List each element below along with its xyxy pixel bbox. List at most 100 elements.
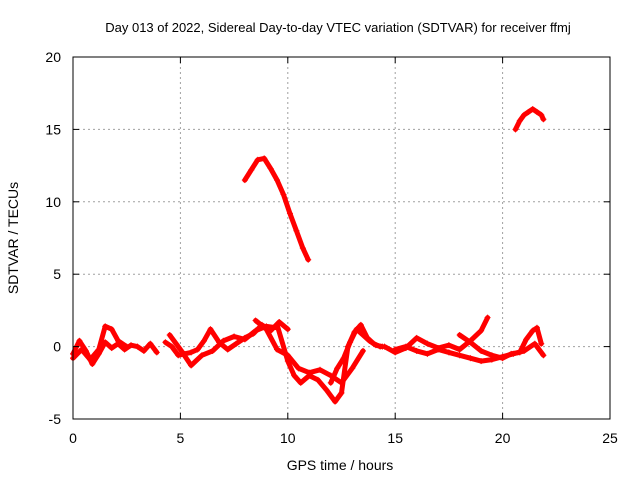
data-point	[366, 337, 373, 344]
data-point	[424, 350, 431, 357]
series-arc	[274, 321, 384, 405]
data-point	[175, 352, 182, 359]
data-point	[478, 347, 485, 354]
data-point	[95, 346, 102, 353]
data-point	[467, 339, 474, 346]
data-point	[241, 336, 248, 343]
data-point	[317, 366, 324, 373]
data-point	[353, 326, 360, 333]
data-point	[188, 349, 195, 356]
data-point	[323, 387, 330, 394]
data-point	[274, 346, 281, 353]
series-trace	[328, 326, 385, 386]
y-tick-label: 10	[45, 194, 61, 210]
data-point	[286, 210, 293, 217]
data-point	[188, 362, 195, 369]
series-trace	[70, 323, 130, 363]
axis-ticks: 0 5 10 15 20 25 -5 0 5 10 15 20	[45, 49, 618, 446]
y-tick-label: 0	[53, 339, 61, 355]
y-tick-label: 15	[45, 121, 61, 137]
data-point	[508, 350, 515, 357]
data-point	[445, 342, 452, 349]
data-point	[327, 379, 334, 386]
data-point	[284, 358, 291, 365]
data-point	[538, 111, 545, 118]
data-point	[166, 332, 173, 339]
y-tick-label: 5	[53, 266, 61, 282]
data-point	[295, 365, 302, 372]
data-point	[168, 343, 175, 350]
data-point	[424, 340, 431, 347]
data-point	[478, 327, 485, 334]
series-arc	[327, 326, 386, 386]
data-point	[340, 355, 347, 362]
data-point	[224, 346, 231, 353]
data-point	[299, 245, 306, 252]
data-point	[512, 126, 519, 133]
data-point	[359, 332, 366, 339]
data-point	[456, 352, 463, 359]
data-point	[102, 323, 109, 330]
data-point	[314, 376, 321, 383]
data-point	[523, 336, 530, 343]
series-arc	[456, 324, 545, 362]
data-point	[488, 352, 495, 359]
data-point	[359, 347, 366, 354]
data-point	[357, 321, 364, 328]
data-point	[220, 337, 227, 344]
data-point	[402, 343, 409, 350]
data-point	[478, 358, 485, 365]
x-axis-label: GPS time / hours	[287, 457, 394, 473]
data-point	[392, 346, 399, 353]
data-point	[153, 349, 160, 356]
data-point	[306, 372, 313, 379]
data-point	[381, 343, 388, 350]
data-point	[456, 332, 463, 339]
data-point	[198, 352, 205, 359]
y-tick-label: 20	[45, 49, 61, 65]
series-trace	[242, 155, 311, 263]
data-point	[293, 227, 300, 234]
data-point	[177, 346, 184, 353]
data-point	[334, 365, 341, 372]
data-point	[529, 327, 536, 334]
data-point	[297, 379, 304, 386]
data-point	[516, 117, 523, 124]
data-point	[108, 326, 115, 333]
data-point	[252, 317, 259, 324]
data-point	[499, 355, 506, 362]
data-point	[87, 356, 94, 363]
data-point	[115, 337, 122, 344]
data-point	[140, 347, 147, 354]
data-point	[413, 334, 420, 341]
x-tick-label: 5	[177, 430, 185, 446]
data-point	[252, 327, 259, 334]
data-point	[274, 321, 281, 328]
data-point	[231, 333, 238, 340]
data-point	[147, 340, 154, 347]
data-point	[274, 177, 281, 184]
data-point	[529, 106, 536, 113]
data-point	[540, 116, 547, 123]
data-point	[267, 165, 274, 172]
data-point	[533, 109, 540, 116]
data-point	[201, 337, 208, 344]
data-point	[123, 343, 130, 350]
data-point	[516, 349, 523, 356]
x-tick-label: 25	[602, 430, 618, 446]
chart-title: Day 013 of 2022, Sidereal Day-to-day VTE…	[105, 20, 571, 35]
data-point	[305, 256, 312, 263]
data-point	[76, 337, 83, 344]
x-tick-label: 15	[387, 430, 403, 446]
data-point	[435, 346, 442, 353]
data-point	[291, 372, 298, 379]
series-arc	[70, 323, 130, 363]
data-point	[413, 347, 420, 354]
data-point	[89, 360, 96, 367]
plot-frame	[72, 56, 611, 420]
series-trace	[457, 325, 544, 361]
data-point	[134, 343, 141, 350]
series-arc	[241, 155, 312, 263]
data-point	[467, 355, 474, 362]
data-point	[162, 339, 169, 346]
